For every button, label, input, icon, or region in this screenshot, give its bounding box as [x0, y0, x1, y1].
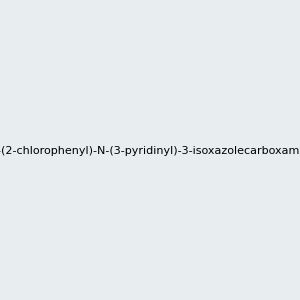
Text: 5-(2-chlorophenyl)-N-(3-pyridinyl)-3-isoxazolecarboxamide: 5-(2-chlorophenyl)-N-(3-pyridinyl)-3-iso… [0, 146, 300, 157]
